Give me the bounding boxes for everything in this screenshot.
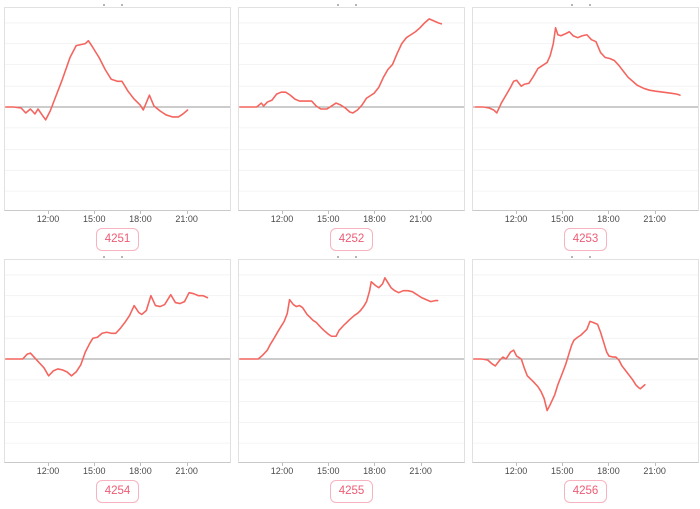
chart-line: [5, 39, 189, 121]
clipped-chart-title: [4, 253, 231, 259]
x-tick-label: 21:00: [175, 214, 198, 224]
badge-row: 4256: [472, 478, 699, 505]
chart-badge[interactable]: 4256: [563, 480, 608, 503]
chart-line: [474, 27, 681, 114]
badge-row: 4255: [238, 478, 465, 505]
x-tick-mark: [562, 463, 564, 466]
x-tick-mark: [608, 463, 610, 466]
x-tick-label: 21:00: [643, 214, 666, 224]
chart-line: [239, 18, 443, 114]
clipped-chart-title: [238, 253, 465, 259]
badge-row: 4254: [4, 478, 231, 505]
x-axis-ticks: 12:00 15:00 18:00 21:00: [4, 211, 231, 226]
x-tick-mark: [374, 211, 376, 214]
x-tick-mark: [608, 211, 610, 214]
x-tick-mark: [654, 211, 656, 214]
clipped-chart-title: [4, 1, 231, 7]
line-chart-svg: [239, 274, 464, 444]
line-chart-svg: [5, 22, 230, 192]
x-tick-label: 18:00: [363, 214, 386, 224]
x-tick-label: 12:00: [504, 466, 528, 476]
x-tick-mark: [140, 463, 142, 466]
x-tick-mark: [94, 463, 96, 466]
x-tick-label: 18:00: [597, 214, 620, 224]
x-tick-mark: [186, 211, 188, 214]
chart-badge[interactable]: 4254: [95, 480, 140, 503]
line-chart-svg: [473, 274, 698, 444]
x-tick-mark: [94, 211, 96, 214]
chart-cell: 12:00 15:00 18:00 21:00 4256: [472, 253, 699, 505]
x-axis-ticks: 12:00 15:00 18:00 21:00: [4, 463, 231, 478]
x-tick-label: 15:00: [316, 466, 340, 476]
clipped-chart-title: [238, 1, 465, 7]
chart-cell: 12:00 15:00 18:00 21:00 4254: [4, 253, 231, 505]
plot-area: [4, 259, 231, 463]
line-chart-svg: [239, 18, 464, 192]
x-tick-mark: [420, 463, 422, 466]
x-axis-ticks: 12:00 15:00 18:00 21:00: [238, 211, 465, 226]
x-tick-label: 15:00: [550, 466, 574, 476]
x-tick-label: 18:00: [597, 466, 620, 476]
x-tick-mark: [140, 211, 142, 214]
x-tick-label: 18:00: [129, 214, 152, 224]
x-tick-mark: [516, 463, 518, 466]
x-tick-mark: [328, 463, 330, 466]
chart-badge[interactable]: 4255: [329, 480, 374, 503]
chart-cell: 12:00 15:00 18:00 21:00 4252: [238, 1, 465, 253]
x-axis-ticks: 12:00 15:00 18:00 21:00: [238, 463, 465, 478]
x-tick-label: 12:00: [504, 214, 528, 224]
badge-row: 4252: [238, 226, 465, 253]
x-tick-label: 18:00: [129, 466, 152, 476]
x-tick-mark: [516, 211, 518, 214]
clipped-chart-title: [472, 1, 699, 7]
x-tick-label: 15:00: [550, 214, 574, 224]
x-tick-label: 15:00: [82, 214, 106, 224]
x-tick-label: 12:00: [270, 466, 294, 476]
chart-badge[interactable]: 4252: [329, 228, 374, 251]
chart-cell: 12:00 15:00 18:00 21:00 4253: [472, 1, 699, 253]
chart-line: [239, 277, 439, 360]
x-tick-mark: [48, 463, 50, 466]
x-tick-label: 12:00: [36, 214, 60, 224]
plot-area: [238, 7, 465, 211]
x-tick-label: 21:00: [409, 214, 432, 224]
x-tick-label: 21:00: [409, 466, 432, 476]
x-tick-mark: [48, 211, 50, 214]
x-tick-mark: [328, 211, 330, 214]
chart-cell: 12:00 15:00 18:00 21:00 4251: [4, 1, 231, 253]
badge-row: 4251: [4, 226, 231, 253]
x-tick-mark: [654, 463, 656, 466]
x-axis-ticks: 12:00 15:00 18:00 21:00: [472, 211, 699, 226]
x-tick-mark: [562, 211, 564, 214]
x-tick-label: 21:00: [643, 466, 666, 476]
x-tick-label: 12:00: [270, 214, 294, 224]
x-tick-mark: [374, 463, 376, 466]
plot-area: [238, 259, 465, 463]
x-tick-mark: [186, 463, 188, 466]
x-tick-label: 15:00: [316, 214, 340, 224]
line-chart-svg: [5, 274, 230, 444]
x-tick-mark: [282, 463, 284, 466]
chart-cell: 12:00 15:00 18:00 21:00 4255: [238, 253, 465, 505]
plot-area: [472, 259, 699, 463]
chart-line: [5, 291, 209, 377]
x-axis-ticks: 12:00 15:00 18:00 21:00: [472, 463, 699, 478]
clipped-chart-title: [472, 253, 699, 259]
plot-area: [472, 7, 699, 211]
chart-badge[interactable]: 4253: [563, 228, 608, 251]
plot-area: [4, 7, 231, 211]
x-tick-label: 18:00: [363, 466, 386, 476]
chart-line: [473, 320, 646, 412]
x-tick-label: 12:00: [36, 466, 60, 476]
line-chart-svg: [473, 22, 698, 192]
x-tick-mark: [282, 211, 284, 214]
badge-row: 4253: [472, 226, 699, 253]
x-tick-label: 15:00: [82, 466, 106, 476]
x-tick-label: 21:00: [175, 466, 198, 476]
x-tick-mark: [420, 211, 422, 214]
chart-badge[interactable]: 4251: [95, 228, 140, 251]
